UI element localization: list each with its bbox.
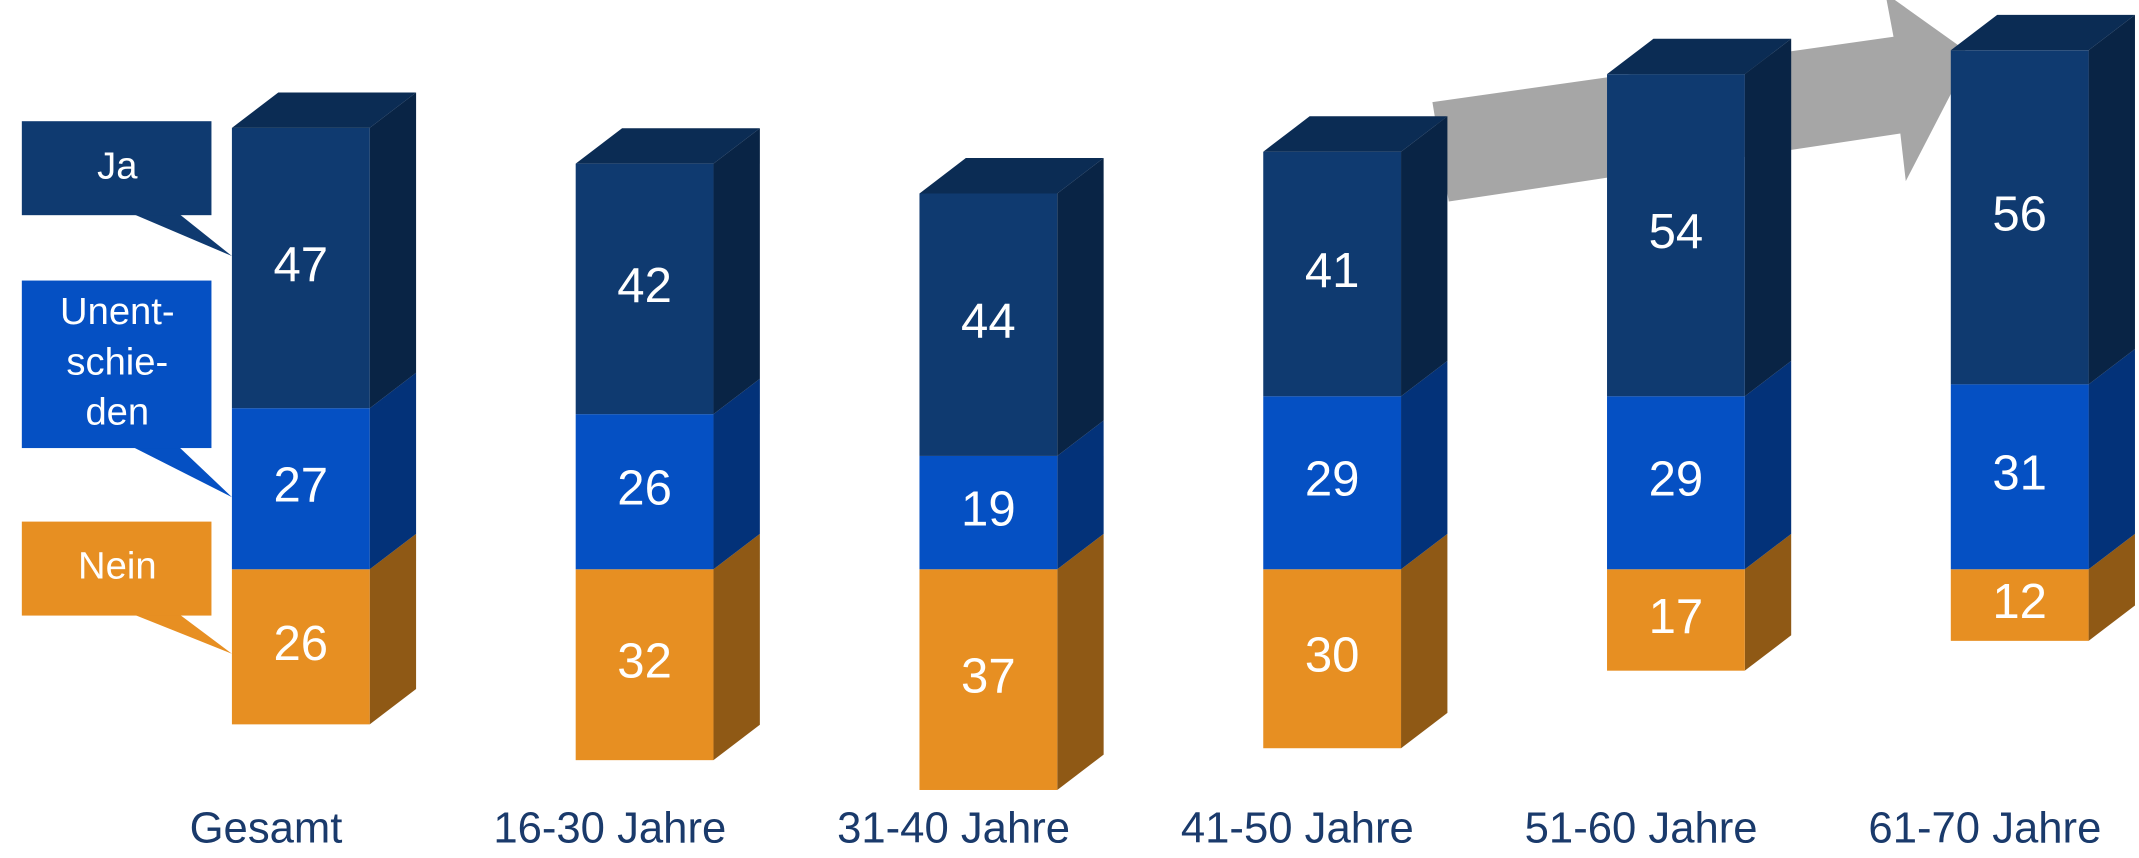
value-label: 31 xyxy=(1992,447,2047,501)
bar-side xyxy=(2088,14,2135,385)
value-label: 54 xyxy=(1649,205,1704,259)
bar-side xyxy=(1401,360,1448,570)
value-label: 32 xyxy=(617,635,672,689)
value-label: 29 xyxy=(1305,453,1360,507)
bar-top xyxy=(1950,14,2135,51)
legend-box xyxy=(21,280,212,449)
legend-label: Nein xyxy=(78,545,157,588)
value-label: 12 xyxy=(1992,575,2047,629)
bar-side xyxy=(1401,533,1448,749)
value-label: 42 xyxy=(617,259,672,313)
bar-side xyxy=(369,533,417,725)
value-label: 26 xyxy=(617,462,672,516)
bar-side xyxy=(369,92,417,409)
value-label: 56 xyxy=(1992,187,2047,241)
bar-top xyxy=(231,92,417,128)
bar-side xyxy=(713,533,760,761)
bar xyxy=(1950,50,2089,385)
bar-side xyxy=(1401,116,1448,397)
x-tick-label: 31-40 Jahre xyxy=(837,804,1070,852)
bar xyxy=(1263,396,1402,570)
x-tick-label: 16-30 Jahre xyxy=(493,804,726,852)
bar-side xyxy=(1744,360,1792,570)
value-label: 19 xyxy=(961,483,1016,537)
bar-top xyxy=(1263,116,1448,152)
bar-side xyxy=(369,372,417,570)
bar xyxy=(1263,151,1402,397)
bar xyxy=(1950,569,2089,641)
value-label: 26 xyxy=(274,617,329,671)
x-tick-label: 51-60 Jahre xyxy=(1525,804,1758,852)
bar-side xyxy=(2088,533,2135,641)
value-label: 27 xyxy=(274,459,329,513)
bar-side xyxy=(1057,420,1104,570)
bar xyxy=(1607,74,1745,397)
bar xyxy=(231,569,370,725)
bar xyxy=(575,163,714,415)
legend-pointer xyxy=(129,212,232,257)
value-label: 47 xyxy=(274,238,329,292)
bar xyxy=(1950,384,2089,570)
plot: 26 27 47 Gesamt 32 26 42 16-30 Jahre 37 19 44 31-40… xyxy=(21,0,2135,852)
legend-pointer xyxy=(129,612,232,654)
bar-side xyxy=(1057,533,1104,790)
bar xyxy=(1607,569,1745,671)
bar-side xyxy=(1057,158,1104,456)
x-tick-label: Gesamt xyxy=(190,804,343,852)
bar-side xyxy=(1744,533,1792,671)
x-tick-label: 41-50 Jahre xyxy=(1181,804,1414,852)
x-tick-label: 61-70 Jahre xyxy=(1868,804,2101,852)
bar-side xyxy=(1744,38,1792,397)
bar xyxy=(231,127,370,409)
legend-box xyxy=(21,121,212,216)
value-label: 44 xyxy=(961,295,1016,349)
bar xyxy=(919,455,1058,570)
value-label: 17 xyxy=(1649,590,1704,644)
bar xyxy=(575,569,714,761)
bar xyxy=(575,414,714,570)
bar xyxy=(1607,396,1745,570)
bar xyxy=(919,193,1058,456)
bar-side xyxy=(713,378,760,570)
value-label: 37 xyxy=(961,650,1016,704)
legend-pointer xyxy=(129,445,232,498)
bar-top xyxy=(575,128,760,164)
bar-top xyxy=(919,158,1104,194)
legend-label: Unent-schie-den xyxy=(60,290,175,434)
value-label: 29 xyxy=(1649,453,1704,507)
bar xyxy=(1263,569,1402,749)
bar-top xyxy=(1607,38,1792,75)
value-label: 30 xyxy=(1305,629,1360,683)
bar-side xyxy=(713,128,760,415)
legend-box xyxy=(21,521,212,616)
value-label: 41 xyxy=(1305,244,1360,298)
legend-label: Ja xyxy=(97,144,138,187)
bar xyxy=(231,408,370,570)
bar-side xyxy=(2088,348,2135,570)
bar xyxy=(919,569,1058,790)
